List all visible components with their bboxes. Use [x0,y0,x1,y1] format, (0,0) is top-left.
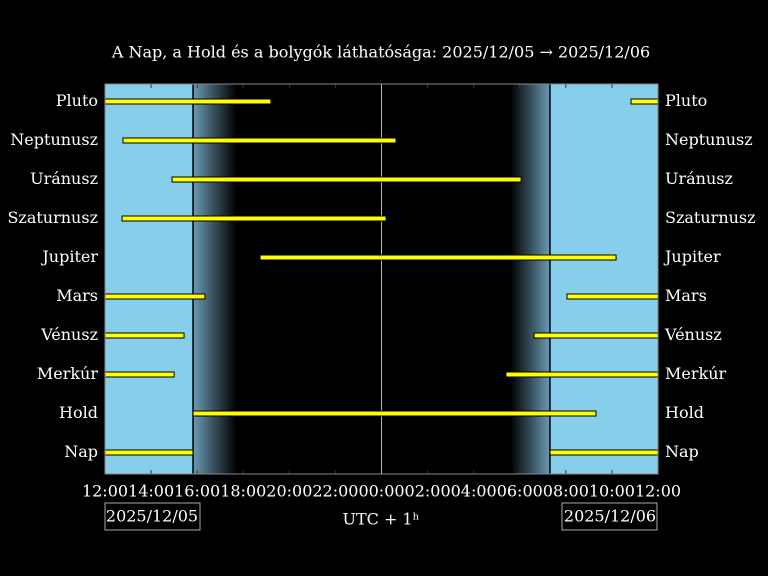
y-tick-label: Uránusz [665,169,733,188]
x-tick-label: 06:00 [497,482,543,501]
y-tick-label: Szaturnusz [7,208,98,227]
x-tick-label: 22:00 [312,482,358,501]
visibility-bar [104,371,175,378]
chart-title: A Nap, a Hold és a bolygók láthatósága: … [111,43,650,62]
x-tick-label: 14:00 [128,482,174,501]
y-tick-label: Neptunusz [10,130,98,149]
start-date: 2025/12/05 [106,507,198,526]
y-tick-label: Hold [59,403,98,422]
x-tick-label: 04:00 [451,482,497,501]
date-box [104,502,201,531]
visibility-bar [549,449,659,456]
y-tick-label: Nap [665,442,699,461]
y-tick-label: Jupiter [663,247,721,266]
x-tick-label: 18:00 [220,482,266,501]
visibility-bar [104,98,272,105]
visibility-bar [192,410,597,417]
y-tick-label: Merkúr [37,364,99,383]
end-date: 2025/12/06 [564,507,656,526]
y-tick-label: Mars [56,286,98,305]
x-axis-label: UTC + 1ʰ [342,510,419,529]
visibility-bar [104,293,206,300]
y-tick-label: Merkúr [665,364,727,383]
dusk-region [193,84,237,474]
x-tick-label: 12:00 [635,482,681,501]
x-tick-label: 10:00 [589,482,635,501]
x-tick-label: 16:00 [174,482,220,501]
date-box [561,502,658,531]
y-tick-label: Vénusz [40,325,98,344]
x-tick-label: 08:00 [543,482,589,501]
y-tick-label: Mars [665,286,707,305]
visibility-bar [104,332,185,339]
visibility-bar [566,293,659,300]
y-tick-label: Szaturnusz [665,208,756,227]
x-tick-label: 02:00 [405,482,451,501]
visibility-bar [259,254,617,261]
visibility-bar [630,98,659,105]
x-tick-label: 12:00 [82,482,128,501]
x-tick-label: 00:00 [358,482,404,501]
day-region [549,84,658,474]
y-tick-label: Pluto [56,91,98,110]
dawn-region [510,84,550,474]
y-tick-label: Jupiter [40,247,98,266]
y-tick-label: Vénusz [664,325,722,344]
y-tick-label: Uránusz [30,169,98,188]
day-region [105,84,194,474]
y-tick-label: Hold [665,403,704,422]
visibility-bar [171,176,522,183]
visibility-bar [505,371,659,378]
visibility-bar [122,137,397,144]
visibility-bar [104,449,194,456]
y-tick-label: Nap [64,442,98,461]
visibility-bar [533,332,659,339]
visibility-bar [121,215,387,222]
y-tick-label: Pluto [665,91,707,110]
plot-frame [104,83,659,475]
x-tick-label: 20:00 [266,482,312,501]
y-tick-label: Neptunusz [665,130,753,149]
